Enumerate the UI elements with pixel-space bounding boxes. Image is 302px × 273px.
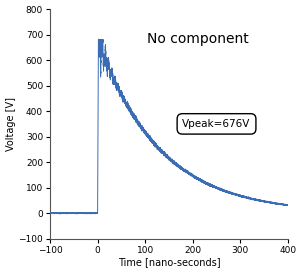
X-axis label: Time [nano-seconds]: Time [nano-seconds] bbox=[118, 257, 220, 268]
Text: Vpeak=676V: Vpeak=676V bbox=[182, 119, 251, 129]
Text: No component: No component bbox=[147, 32, 248, 46]
Y-axis label: Voltage [V]: Voltage [V] bbox=[5, 97, 16, 151]
